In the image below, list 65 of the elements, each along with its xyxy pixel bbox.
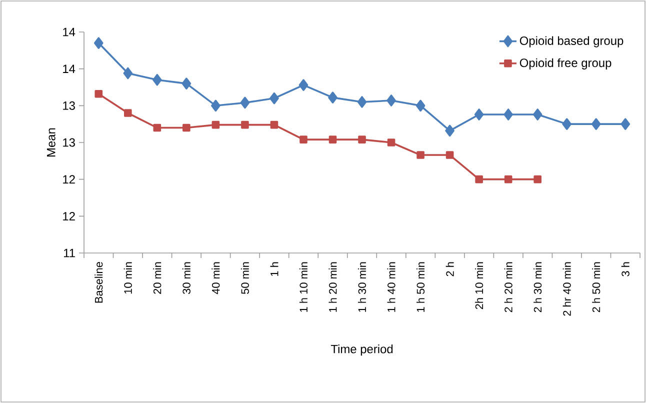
x-tick-label: 30 min (182, 262, 190, 294)
point (534, 175, 542, 184)
point (475, 175, 483, 184)
point (212, 120, 220, 129)
x-tick-label: 1 h 10 min (299, 262, 308, 312)
point (416, 151, 424, 159)
point (94, 90, 103, 98)
x-tick-label: 2 h 20 min (504, 262, 512, 312)
point (416, 100, 426, 112)
point (182, 124, 190, 132)
point (241, 120, 249, 129)
point (300, 136, 308, 144)
x-tick-label: 1 h 40 min (387, 262, 396, 312)
point (620, 118, 630, 130)
point (328, 136, 337, 144)
point (240, 96, 250, 109)
x-tick-label: 40 min (212, 262, 220, 294)
legend-label: Opioid free group (520, 58, 612, 70)
x-tick-label: 1 h (270, 262, 278, 276)
point (123, 67, 133, 80)
y-tick-label: 13 (63, 138, 75, 147)
y-tick-label: 14 (63, 28, 76, 36)
point (358, 136, 366, 144)
x-tick-label: 3 h (621, 262, 630, 276)
point (298, 79, 308, 91)
y-axis-title: Mean (47, 128, 56, 156)
x-tick-label: 2 h (446, 262, 454, 276)
x-tick-label: 1 h 30 min (358, 262, 366, 312)
x-axis-title: Time period (330, 344, 393, 356)
y-tick-label: 13 (63, 101, 75, 110)
point (270, 92, 279, 104)
x-tick-label: Baseline (94, 262, 103, 303)
point (387, 138, 396, 146)
point (562, 118, 572, 130)
y-tick-label: 14 (63, 64, 76, 73)
legend-label: Opioid based group (520, 36, 624, 48)
point (328, 92, 338, 104)
point (591, 118, 601, 130)
point (446, 151, 454, 159)
point (532, 108, 542, 120)
x-tick-label: 1 h 50 min (416, 262, 425, 312)
point (504, 108, 513, 120)
x-tick-label: 2 h 50 min (592, 262, 600, 312)
point (94, 37, 104, 49)
y-tick-label: 12 (63, 212, 75, 220)
x-tick-label: 10 min (124, 262, 132, 294)
point (124, 109, 132, 117)
point (152, 74, 162, 86)
point (270, 120, 278, 129)
point (504, 175, 512, 184)
x-tick-label: 20 min (153, 262, 162, 294)
x-tick-label: 2h 10 min (475, 262, 484, 310)
point (386, 94, 396, 106)
point (445, 124, 454, 137)
x-tick-label: 2 hr 40 min (562, 262, 571, 316)
y-tick-label: 12 (63, 175, 75, 184)
y-tick-label: 11 (64, 248, 75, 258)
point (474, 108, 484, 120)
point (182, 78, 192, 90)
point (211, 100, 220, 112)
x-tick-label: 2 h 30 min (534, 262, 542, 312)
point (153, 124, 162, 132)
x-tick-label: 1 h 20 min (328, 262, 337, 312)
point (357, 96, 367, 108)
x-tick-label: 50 min (240, 262, 249, 294)
